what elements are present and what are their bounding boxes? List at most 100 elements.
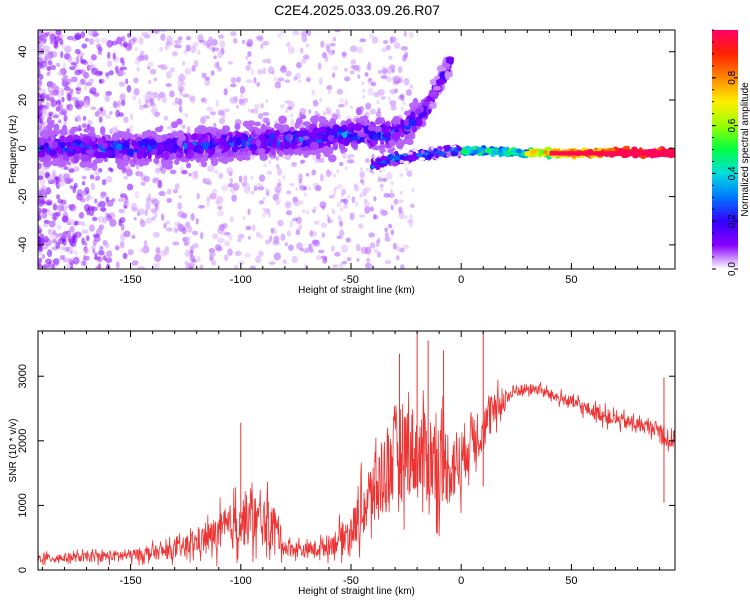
- noise-point: [80, 189, 88, 197]
- ridge-point: [441, 157, 447, 161]
- noise-point: [142, 104, 150, 109]
- noise-point: [213, 55, 217, 60]
- noise-point: [106, 51, 111, 59]
- ridge-point: [74, 154, 79, 163]
- ridge-point: [355, 118, 360, 124]
- noise-point: [275, 157, 279, 162]
- ridge-point: [538, 149, 545, 155]
- noise-point: [133, 216, 137, 221]
- noise-point: [63, 166, 69, 171]
- noise-point: [247, 51, 252, 58]
- noise-point: [325, 107, 329, 112]
- ridge-point: [186, 162, 192, 169]
- ridge-point: [296, 117, 303, 126]
- noise-point: [369, 108, 377, 115]
- ridge-point: [302, 129, 309, 135]
- noise-point: [388, 55, 393, 60]
- noise-point: [101, 37, 107, 44]
- noise-point: [69, 88, 74, 94]
- noise-point: [204, 76, 211, 81]
- noise-point: [85, 196, 90, 202]
- ridge-point: [318, 126, 327, 135]
- noise-point: [104, 94, 111, 102]
- noise-point: [312, 205, 318, 211]
- noise-point: [326, 213, 330, 218]
- ridge-point: [543, 150, 548, 154]
- noise-point: [38, 196, 45, 203]
- ridge-point: [86, 162, 95, 168]
- noise-point: [125, 78, 129, 85]
- noise-point: [389, 100, 397, 107]
- noise-point: [50, 64, 57, 71]
- noise-point: [112, 101, 118, 109]
- ridge-point: [168, 134, 175, 140]
- ridge-point: [452, 156, 459, 161]
- noise-point: [61, 215, 68, 223]
- noise-point: [196, 192, 200, 200]
- noise-point: [359, 38, 367, 43]
- noise-point: [287, 46, 295, 54]
- noise-point: [111, 198, 116, 203]
- noise-point: [108, 70, 114, 76]
- noise-point: [104, 114, 112, 119]
- ridge-point: [339, 140, 345, 145]
- noise-point: [186, 126, 191, 135]
- ridge-point: [38, 137, 46, 146]
- ridge-point: [444, 71, 451, 79]
- ridge-point: [151, 131, 158, 138]
- ridge-point: [433, 148, 438, 152]
- noise-point: [207, 164, 215, 172]
- noise-point: [339, 98, 344, 103]
- noise-point: [38, 56, 44, 64]
- noise-point: [179, 87, 183, 96]
- noise-point: [344, 166, 348, 171]
- noise-point: [208, 247, 216, 253]
- noise-point: [43, 235, 49, 243]
- noise-point: [88, 78, 94, 84]
- noise-point: [311, 171, 315, 176]
- noise-point: [247, 235, 251, 240]
- noise-point: [166, 35, 173, 44]
- spectrogram-marks: [38, 30, 675, 269]
- noise-point: [339, 229, 344, 237]
- ridge-point: [404, 110, 411, 116]
- noise-point: [97, 250, 105, 256]
- noise-point: [331, 72, 336, 78]
- noise-point: [205, 115, 210, 120]
- noise-point: [41, 253, 46, 260]
- noise-point: [123, 175, 129, 180]
- noise-point: [346, 257, 352, 262]
- colorbar-tick-label: 0.6: [727, 118, 738, 132]
- noise-point: [169, 169, 177, 175]
- ridge-point: [127, 148, 135, 157]
- noise-point: [250, 190, 255, 195]
- ridge-point: [406, 154, 415, 160]
- noise-point: [72, 235, 76, 243]
- noise-point: [364, 205, 371, 214]
- noise-point: [39, 178, 46, 186]
- noise-point: [361, 182, 365, 187]
- noise-point: [212, 233, 219, 240]
- noise-point: [290, 113, 294, 118]
- ridge-point: [38, 151, 46, 158]
- ridge-point: [167, 143, 174, 150]
- ridge-point: [147, 152, 152, 160]
- noise-point: [40, 39, 45, 47]
- noise-point: [154, 111, 161, 116]
- noise-point: [245, 64, 251, 71]
- noise-point: [299, 47, 304, 54]
- noise-point: [130, 202, 137, 211]
- noise-point: [325, 43, 330, 49]
- noise-point: [289, 182, 295, 187]
- ridge-point: [315, 152, 321, 160]
- noise-point: [402, 101, 406, 106]
- noise-point: [305, 210, 309, 215]
- noise-point: [38, 175, 44, 180]
- noise-point: [82, 254, 87, 262]
- noise-point: [213, 62, 219, 69]
- noise-point: [299, 107, 307, 115]
- noise-point: [63, 247, 67, 252]
- noise-point: [409, 84, 414, 89]
- noise-point: [41, 211, 48, 219]
- ridge-point: [133, 133, 138, 139]
